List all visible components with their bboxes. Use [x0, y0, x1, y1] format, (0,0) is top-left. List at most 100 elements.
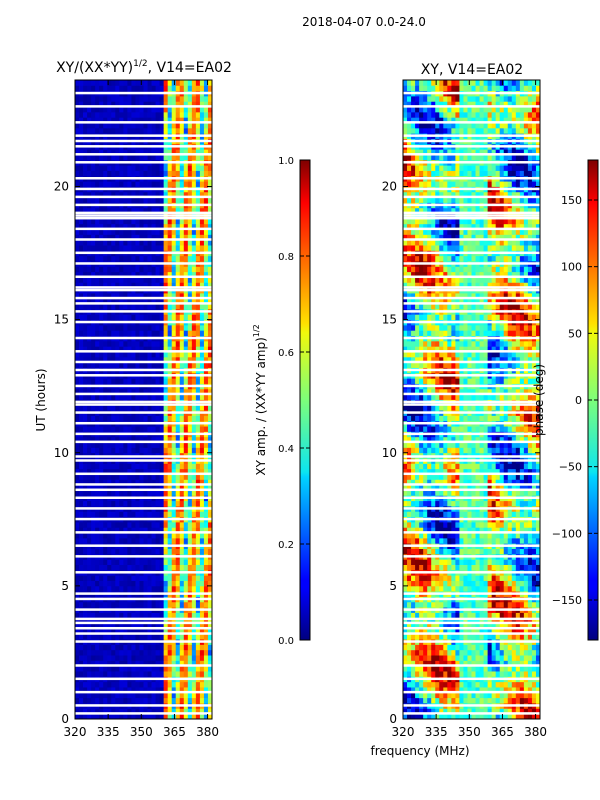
heatmap-cell: [143, 575, 148, 581]
heatmap-cell: [199, 559, 205, 565]
heatmap-cell: [119, 575, 124, 581]
heatmap-cell: [143, 463, 148, 470]
heatmap-cell: [119, 521, 124, 528]
heatmap-cell: [99, 122, 104, 129]
heatmap-cell: [103, 708, 108, 715]
heatmap-cell: [403, 623, 408, 629]
heatmap-cell: [455, 713, 460, 719]
heatmap-cell: [179, 324, 185, 331]
heatmap-cell: [191, 537, 197, 544]
heatmap-cell: [103, 394, 108, 400]
heatmap-cell: [207, 490, 212, 496]
heatmap-cell: [495, 617, 501, 624]
heatmap-cell: [91, 628, 96, 635]
heatmap-cell: [139, 564, 144, 571]
heatmap-cell: [119, 681, 124, 688]
heatmap-cell: [495, 612, 501, 619]
heatmap-cell: [443, 628, 448, 635]
heatmap-cell: [143, 708, 148, 715]
heatmap-cell: [127, 127, 132, 134]
heatmap-cell: [163, 351, 169, 358]
heatmap-cell: [99, 85, 104, 92]
heatmap-cell: [163, 324, 169, 331]
heatmap-cell: [171, 378, 177, 384]
heatmap-cell: [187, 665, 193, 672]
heatmap-cell: [171, 223, 177, 230]
heatmap-cell: [99, 218, 104, 225]
heatmap-cell: [127, 474, 132, 480]
heatmap-cell: [99, 149, 104, 155]
heatmap-cell: [183, 351, 189, 358]
heatmap-cell: [451, 644, 456, 651]
heatmap-cell: [135, 447, 140, 454]
heatmap-cell: [163, 649, 169, 656]
heatmap-cell: [107, 484, 112, 491]
heatmap-cell: [99, 255, 104, 262]
heatmap-cell: [499, 655, 505, 661]
heatmap-cell: [467, 617, 472, 624]
heatmap-cell: [119, 687, 124, 693]
heatmap-cell: [147, 463, 152, 470]
heatmap-cell: [87, 255, 92, 262]
heatmap-cell: [191, 122, 197, 129]
heatmap-cell: [119, 692, 124, 699]
heatmap-cell: [159, 404, 165, 411]
heatmap-cell: [99, 532, 104, 539]
heatmap-cell: [175, 170, 181, 177]
heatmap-cell: [127, 564, 132, 571]
heatmap-cell: [111, 106, 116, 113]
heatmap-cell: [119, 293, 124, 299]
heatmap-cell: [95, 671, 100, 677]
heatmap-cell: [507, 585, 513, 592]
heatmap-cell: [139, 628, 144, 635]
heatmap-cell: [159, 463, 165, 470]
heatmap-cell: [151, 170, 156, 177]
heatmap-cell: [83, 154, 88, 161]
heatmap-cell: [191, 644, 197, 651]
heatmap-cell: [531, 649, 537, 656]
heatmap-cell: [195, 346, 201, 352]
heatmap-cell: [103, 85, 108, 92]
heatmap-cell: [511, 692, 517, 699]
heatmap-cell: [435, 671, 440, 677]
heatmap-cell: [483, 612, 489, 619]
heatmap-cell: [483, 692, 489, 699]
heatmap-cell: [523, 671, 529, 677]
heatmap-cell: [103, 585, 108, 592]
heatmap-cell: [187, 484, 193, 491]
heatmap-cell: [191, 580, 197, 587]
heatmap-cell: [203, 479, 209, 486]
heatmap-cell: [455, 692, 460, 699]
heatmap-cell: [139, 394, 144, 400]
heatmap-cell: [111, 665, 116, 672]
heatmap-cell: [183, 692, 189, 699]
heatmap-cell: [187, 628, 193, 635]
heatmap-cell: [191, 314, 197, 321]
heatmap-cell: [167, 585, 173, 592]
heatmap-cell: [167, 229, 173, 235]
heatmap-cell: [195, 404, 201, 411]
heatmap-cell: [123, 585, 128, 592]
heatmap-cell: [431, 580, 436, 587]
heatmap-cell: [95, 122, 100, 129]
heatmap-cell: [459, 713, 464, 719]
heatmap-cell: [163, 665, 169, 672]
heatmap-cell: [107, 575, 112, 581]
heatmap-cell: [155, 388, 161, 395]
heatmap-cell: [115, 697, 120, 704]
heatmap-cell: [503, 628, 509, 635]
heatmap-cell: [179, 223, 185, 230]
heatmap-cell: [183, 617, 189, 624]
heatmap-cell: [99, 80, 104, 86]
heatmap-cell: [195, 117, 201, 123]
heatmap-cell: [79, 149, 84, 155]
heatmap-cell: [427, 649, 432, 656]
heatmap-cell: [179, 655, 185, 661]
heatmap-cell: [191, 490, 197, 496]
heatmap-cell: [135, 170, 140, 177]
heatmap-cell: [147, 149, 152, 155]
heatmap-cell: [207, 197, 212, 203]
heatmap-cell: [535, 628, 540, 635]
heatmap-cell: [179, 346, 185, 352]
heatmap-cell: [191, 660, 197, 667]
